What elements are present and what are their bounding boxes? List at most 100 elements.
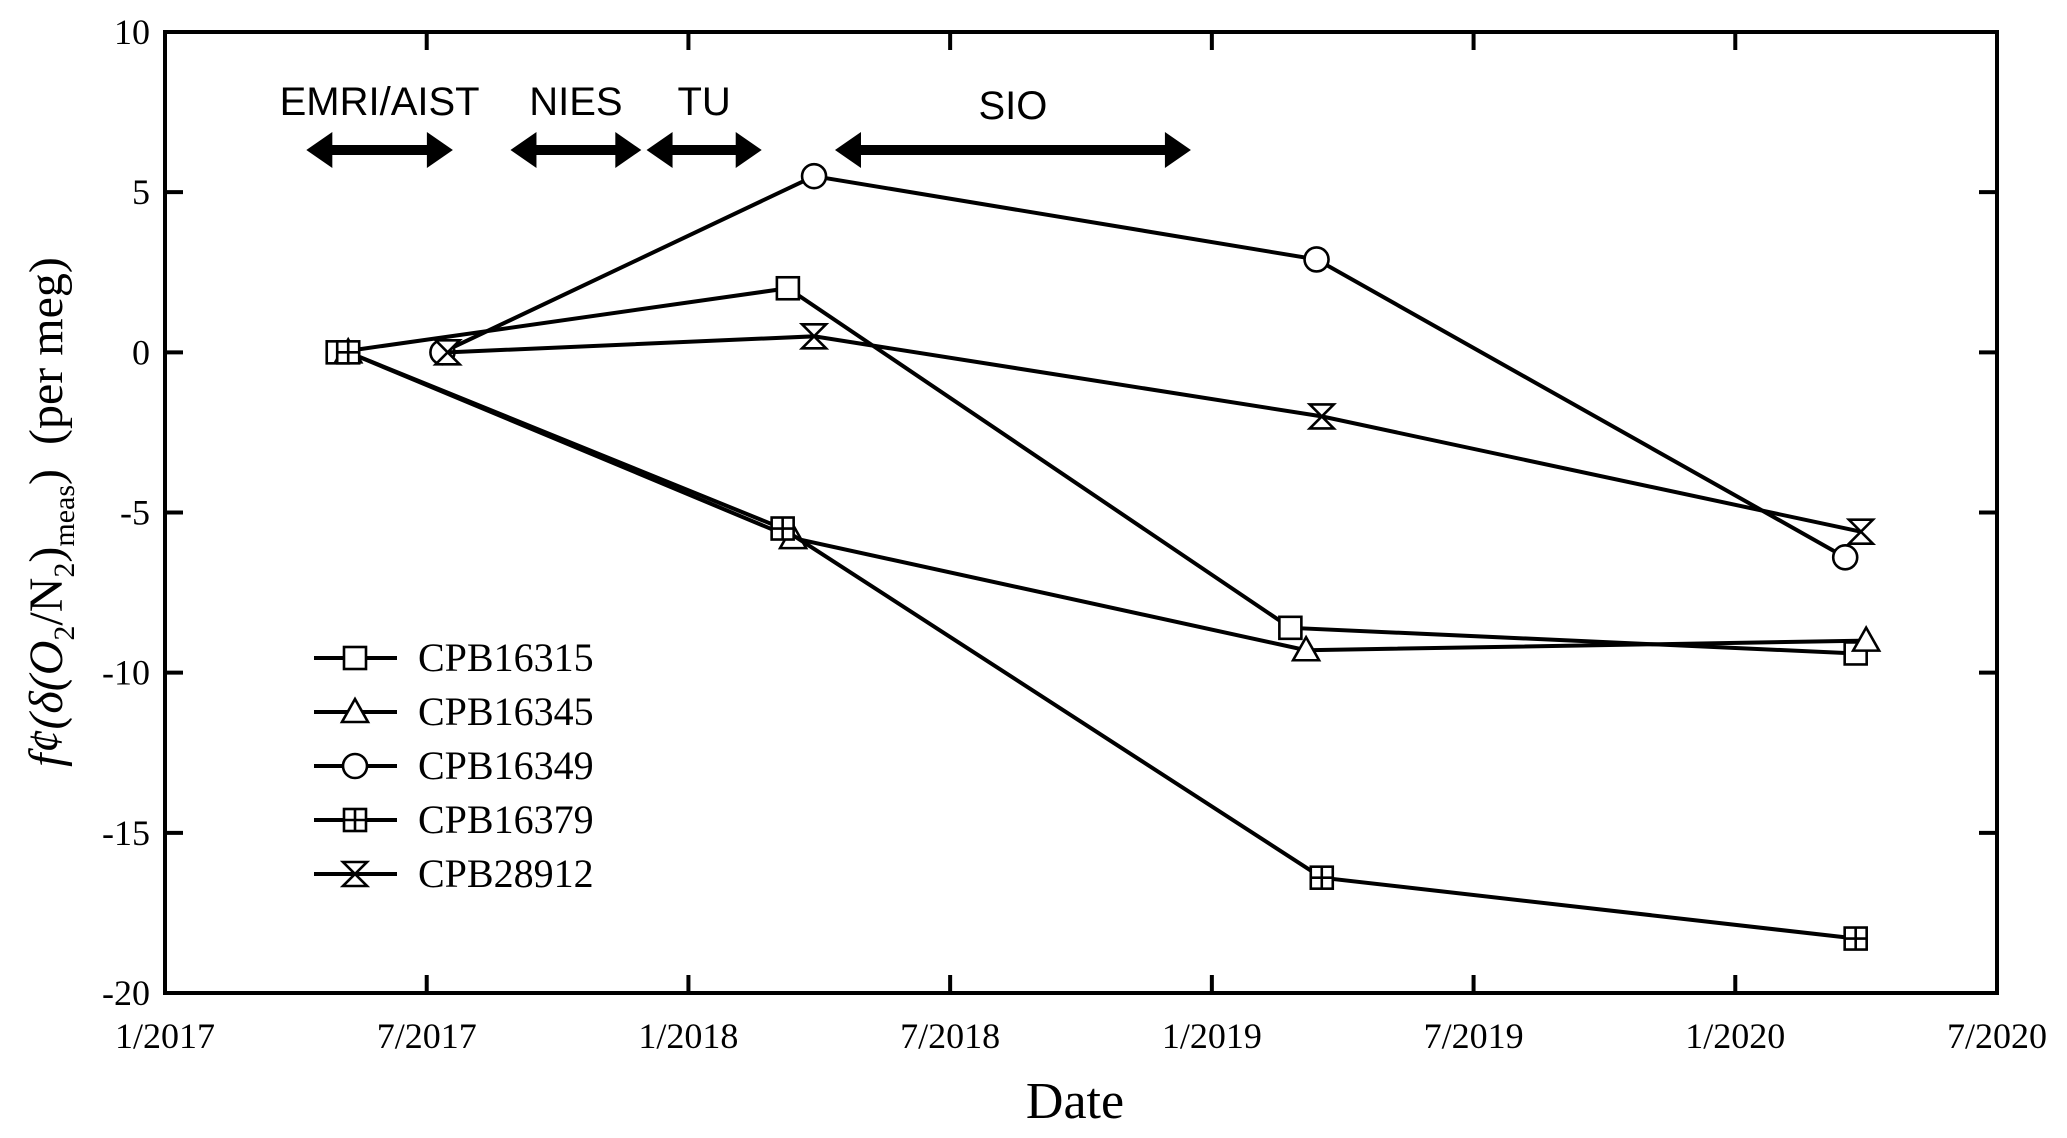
y-label-end: ): [20, 469, 73, 485]
double-arrow-icon: [306, 132, 453, 168]
y-label-close: ): [20, 547, 73, 563]
hourglass-marker: [339, 860, 371, 888]
x-tick-label: 7/2017: [377, 1016, 477, 1056]
series-group: [325, 162, 1882, 951]
double-arrow-icon: [834, 132, 1191, 168]
series-line: [347, 350, 1867, 653]
cross-shape: [337, 341, 360, 364]
annotation-label: SIO: [979, 84, 1048, 128]
x-tick-label: 1/2018: [638, 1016, 738, 1056]
hourglass-marker: [798, 323, 830, 350]
circle-marker-shape: [1831, 544, 1859, 571]
hourglass-marker-shape: [339, 860, 371, 888]
annotation-tu: TU: [646, 80, 762, 168]
hourglass-marker-shape: [1306, 403, 1337, 430]
y-label-sub3: meas: [48, 485, 81, 547]
cross-shape: [771, 517, 794, 540]
series-CPB16349: [429, 162, 1859, 571]
series-line: [447, 334, 1862, 534]
annotation-label: NIES: [529, 80, 622, 124]
cross-shape: [1310, 866, 1333, 889]
legend-item: CPB28912: [314, 851, 594, 896]
circle-marker: [1303, 246, 1330, 273]
x-tick-label: 1/2017: [115, 1016, 215, 1056]
x-tick-label: 7/2019: [1424, 1016, 1524, 1056]
y-label-mid: /N: [20, 578, 73, 626]
annotation-label: TU: [677, 80, 730, 124]
x-tick-label: 7/2018: [900, 1016, 1000, 1056]
y-axis-label: f¢(δ(O2/N2)meas)(per meg): [20, 257, 81, 767]
square-marker: [342, 645, 368, 671]
series-line: [347, 350, 1856, 941]
circle-marker: [800, 162, 828, 190]
triangle-marker-shape: [1850, 624, 1882, 652]
circle-marker-shape: [1303, 246, 1330, 273]
y-tick-label: 10: [114, 12, 150, 52]
x-tick-label: 1/2020: [1685, 1016, 1785, 1056]
x-tick-label: 1/2019: [1162, 1016, 1262, 1056]
y-tick-label: 5: [132, 172, 150, 212]
y-label-sub2: 2: [48, 563, 81, 578]
triangle-marker: [1290, 634, 1322, 662]
crossed-square-marker: [770, 516, 795, 541]
square-marker-shape: [775, 275, 801, 301]
legend-label: CPB16349: [418, 743, 594, 788]
series-CPB16379: [335, 340, 1868, 951]
crossed-square-marker: [1843, 926, 1868, 951]
legend-item: CPB16349: [314, 743, 594, 788]
y-tick-label: -5: [120, 493, 150, 533]
y-label-sub1: 2: [48, 626, 81, 641]
y-tick-label: -15: [102, 813, 150, 853]
double-arrow-icon: [646, 132, 762, 168]
hourglass-marker-shape: [432, 339, 463, 366]
legend-label: CPB16379: [418, 797, 594, 842]
circle-marker-shape: [341, 752, 369, 780]
cross-shape: [1844, 927, 1867, 950]
square-marker-shape: [342, 645, 368, 671]
hourglass-marker-shape: [1845, 518, 1877, 546]
series-line: [441, 174, 1847, 560]
legend-label: CPB28912: [418, 851, 594, 896]
double-arrow-icon: [510, 132, 642, 168]
plot-frame: [163, 30, 1999, 995]
triangle-marker: [339, 696, 371, 724]
triangle-marker-shape: [1290, 634, 1322, 662]
y-tick-label: 0: [132, 332, 150, 372]
crossed-square-marker: [342, 807, 368, 833]
y-tick-labels: 10 5 0 -5 -10 -15 -20: [102, 12, 150, 1013]
hourglass-marker-shape: [798, 323, 830, 350]
annotations: EMRI/AIST NIES TU SIO: [280, 80, 1191, 168]
square-marker-shape: [1278, 615, 1303, 641]
series-line: [337, 286, 1856, 656]
square-marker: [775, 275, 801, 301]
series-CPB16345: [332, 336, 1882, 662]
annotation-sio: SIO: [834, 84, 1191, 168]
x-tick-labels: 1/2017 7/2017 1/2018 7/2018 1/2019 7/2019 1/20…: [115, 1016, 2047, 1056]
legend: CPB16315 CPB16345 CPB16349 CPB16379 CPB28912: [314, 635, 594, 896]
series-CPB28912: [432, 323, 1877, 546]
axis-ticks: [163, 30, 1999, 995]
legend-item: CPB16345: [314, 689, 594, 734]
y-tick-label: -20: [102, 973, 150, 1013]
y-label-prefix: f¢(δ(O: [20, 641, 73, 767]
cross-shape: [344, 809, 366, 831]
y-label-units: (per meg): [20, 257, 73, 445]
annotation-label: EMRI/AIST: [280, 80, 480, 124]
crossed-square-marker: [335, 340, 361, 365]
circle-marker: [1831, 544, 1859, 571]
legend-label: CPB16315: [418, 635, 594, 680]
crossed-square-marker: [1309, 865, 1335, 890]
x-tick-label: 7/2020: [1947, 1016, 2047, 1056]
circle-marker-shape: [800, 162, 828, 190]
circle-marker: [341, 752, 369, 780]
hourglass-marker: [1845, 518, 1877, 546]
x-axis-label: Date: [1026, 1073, 1124, 1130]
legend-item: CPB16379: [314, 797, 594, 842]
triangle-marker-shape: [339, 696, 371, 724]
y-tick-label: -10: [102, 653, 150, 693]
square-marker: [1278, 615, 1303, 641]
annotation-nies: NIES: [510, 80, 642, 168]
hourglass-marker: [1306, 403, 1337, 430]
hourglass-marker: [432, 339, 463, 366]
